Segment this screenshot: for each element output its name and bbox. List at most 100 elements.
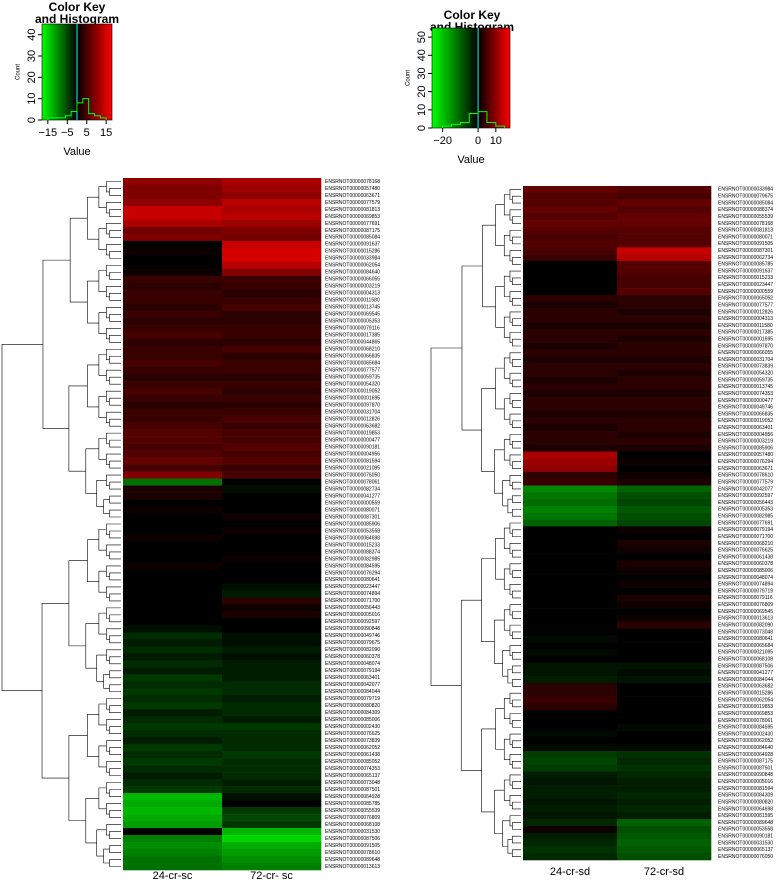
heatmap-cell — [617, 335, 712, 343]
heatmap-cell — [523, 751, 618, 759]
row-label: ENSRNOT00000087175 — [718, 759, 773, 765]
heatmap-cell — [617, 328, 712, 337]
heatmap-cell — [123, 352, 223, 361]
row-label: ENSRNOT00000081813 — [718, 228, 773, 234]
row-label: ENSRNOT00000082985 — [325, 556, 380, 562]
row-label: ENSRNOT00000082090 — [718, 622, 773, 628]
dendrogram-branch — [98, 396, 107, 418]
heatmap-cell — [222, 828, 322, 836]
heatmap-cell — [523, 281, 618, 289]
heatmap-cell — [222, 184, 322, 193]
heatmap-cell — [222, 226, 322, 235]
heatmap-cell — [523, 247, 618, 255]
heatmap-cell — [123, 359, 223, 368]
dendrogram-branch — [512, 481, 521, 490]
dendrogram-branch — [87, 539, 99, 582]
row-label: ENSRNOT00000081594 — [325, 458, 380, 464]
heatmap-cell — [523, 335, 618, 343]
dendrogram-branch — [512, 216, 521, 224]
heatmap-cell — [222, 646, 322, 654]
dendrogram-branch — [106, 719, 121, 731]
heatmap-cell — [222, 583, 322, 591]
row-label: ENSRNOT00000054320 — [325, 382, 380, 388]
heatmap-cell — [222, 247, 322, 256]
row-label: ENSRNOT00000089648 — [718, 820, 773, 826]
heatmap-cell — [617, 356, 712, 364]
heatmap-cell — [523, 519, 618, 527]
dendrogram-branch — [68, 385, 88, 472]
heatmap-cell — [123, 646, 223, 654]
heatmap-cell — [523, 369, 618, 377]
row-label: ENSRNOT00000019052 — [325, 389, 380, 395]
heatmap-cell — [123, 226, 223, 235]
row-label: ENSRNOT00000068210 — [325, 347, 380, 353]
heatmap-cell — [123, 562, 223, 570]
heatmap-cell — [123, 478, 223, 486]
row-label: ENSRNOT00000019853 — [325, 430, 380, 436]
heatmap-cell — [123, 765, 223, 773]
dendrogram-branch — [512, 720, 521, 728]
heatmap-cell — [617, 812, 712, 820]
row-label: ENSRNOT00000076625 — [718, 548, 773, 554]
row-label: ENSRNOT00000084309 — [718, 793, 773, 799]
row-label: ENSRNOT00000042077 — [325, 682, 380, 688]
row-label: ENSRNOT00000033984 — [325, 256, 380, 262]
heatmap-cell — [123, 338, 223, 347]
row-label: ENSRNOT00000003219 — [325, 284, 380, 290]
heatmap-cell — [523, 846, 618, 854]
heatmap-cell — [523, 540, 618, 548]
y-tick-label: 40 — [416, 49, 428, 61]
dendrogram-branch — [98, 312, 107, 334]
heatmap-cell — [617, 682, 712, 691]
heatmap-cell — [617, 805, 712, 813]
row-label: ENSRNOT00000090848 — [325, 626, 380, 632]
heatmap-cell — [523, 655, 618, 663]
row-label: ENSRNOT00000056443 — [325, 605, 380, 611]
heatmap-cell — [222, 282, 322, 291]
heatmap-cell — [222, 261, 322, 270]
row-label: ENSRNOT00000062734 — [718, 255, 773, 261]
dendrogram-branch — [509, 393, 521, 405]
heatmap-cell — [222, 380, 322, 388]
heatmap-cell — [523, 363, 618, 371]
heatmap-cell — [523, 710, 618, 718]
row-label: ENSRNOT00000004313 — [718, 316, 773, 322]
row-label: ENSRNOT00000084309 — [325, 710, 380, 716]
dendrogram-branch — [503, 316, 510, 338]
row-label: ENSRNOT00000087506 — [325, 836, 380, 842]
dendrogram-branch — [509, 543, 521, 554]
column-label: 24-cr-sd — [550, 866, 590, 878]
heatmap-cell — [617, 410, 712, 418]
dendrogram-branch — [103, 673, 110, 689]
heatmap-cell — [523, 648, 618, 657]
row-label: ENSRNOT00000063671 — [718, 466, 773, 472]
row-label: ENSRNOT00000078168 — [325, 179, 380, 185]
row-label: ENSRNOT00000055539 — [718, 214, 773, 220]
row-label: ENSRNOT00000073048 — [325, 780, 380, 786]
dendrogram-branch — [98, 612, 107, 635]
heatmap-cell — [523, 533, 618, 541]
heatmap-cell — [123, 849, 223, 857]
dendrogram-branch — [503, 609, 510, 631]
heatmap-cell — [123, 625, 223, 633]
row-label: ENSRNOT00000003219 — [718, 439, 773, 445]
row-label: ENSRNOT00000064928 — [718, 752, 773, 758]
heatmap-cell — [222, 478, 322, 486]
dendrogram-branch — [512, 441, 521, 449]
row-label: ENSRNOT00000079116 — [325, 326, 380, 332]
heatmap-cell — [523, 791, 618, 800]
heatmap-cell — [123, 730, 223, 738]
dendrogram-branch — [430, 347, 462, 686]
heatmap-cell — [617, 424, 712, 432]
dendrogram-branch — [106, 286, 121, 298]
row-label: ENSRNOT00000074353 — [718, 391, 773, 397]
heatmap-cell — [523, 546, 618, 554]
dendrogram-branch — [495, 538, 505, 580]
heatmap-cell — [617, 485, 712, 493]
dendrogram-branch — [509, 434, 521, 446]
heatmap-cell — [523, 213, 618, 221]
heatmap-cell — [617, 451, 712, 459]
heatmap-cell — [222, 625, 322, 633]
row-label: ENSRNOT00000076625 — [325, 731, 380, 737]
heatmap-cell — [617, 294, 712, 303]
